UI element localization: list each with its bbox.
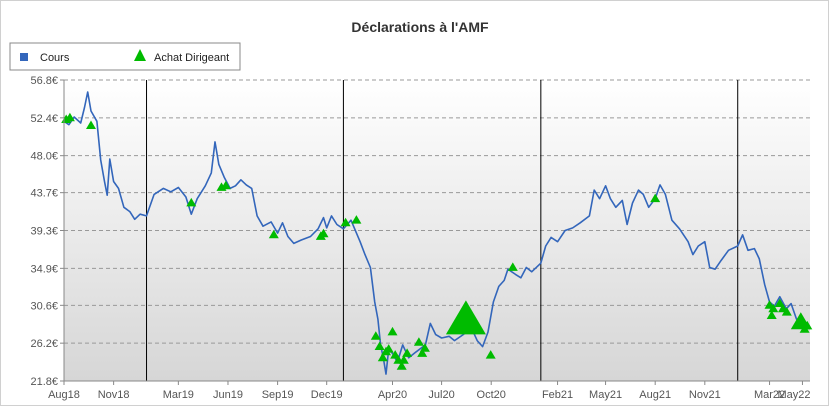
insider-buy-marker [396, 361, 407, 370]
y-tick-label: 39.3€ [30, 226, 58, 238]
x-tick-label: May22 [777, 389, 810, 401]
y-tick-label: 21.8€ [30, 376, 58, 388]
y-tick-label: 30.6€ [30, 300, 58, 312]
x-tick-label: Feb21 [542, 389, 573, 401]
insider-buy-marker [419, 343, 430, 352]
insider-buy-marker [370, 331, 381, 340]
insider-buy-marker [374, 341, 385, 350]
insider-buy-marker [318, 228, 329, 238]
insider-buy-marker [220, 180, 231, 190]
x-tick-label: Oct20 [477, 389, 506, 401]
y-tick-label: 43.7€ [30, 188, 58, 200]
insider-buy-marker [507, 262, 518, 271]
insider-buy-marker [768, 303, 779, 313]
insider-buy-marker [650, 193, 661, 203]
y-tick-label: 48.0€ [30, 151, 58, 163]
x-tick-label: Mar22 [754, 389, 785, 401]
y-tick-label: 56.8€ [30, 75, 58, 87]
insider-buy-marker [390, 350, 401, 359]
x-tick-label: May21 [589, 389, 622, 401]
legend: Cours Achat Dirigeant [9, 42, 241, 71]
legend-swatch-cours [20, 53, 28, 61]
insider-buy-marker [802, 320, 813, 330]
insider-buy-marker [186, 197, 197, 207]
x-tick-label: Nov21 [689, 389, 721, 401]
insider-buy-marker [351, 215, 362, 224]
x-tick-label: Mar19 [163, 389, 194, 401]
y-axis-ticks: 21.8€ 26.2€ 30.6€ 34.9€ 39.3€ 43.7€ 48.0€ 52.4€… [30, 75, 64, 388]
legend-label-cours: Cours [40, 52, 70, 64]
legend-box [9, 42, 241, 71]
insider-buy-marker [268, 229, 279, 239]
year-separators [146, 80, 739, 381]
insider-buy-marker [398, 355, 409, 364]
insider-buy-marker [485, 350, 496, 359]
insider-buy-marker [445, 300, 486, 335]
insider-buy-marker [340, 217, 351, 227]
insider-buy-marker [413, 337, 424, 346]
insider-buy-marker [766, 310, 777, 319]
x-tick-label: Dec19 [311, 389, 343, 401]
x-tick-label: Nov18 [98, 389, 130, 401]
x-tick-label: Aug21 [639, 389, 671, 401]
insider-buy-markers [61, 112, 813, 370]
insider-buy-marker [86, 120, 96, 129]
insider-buy-marker [417, 348, 428, 357]
insider-buy-marker [377, 352, 388, 362]
insider-buy-marker [387, 326, 398, 336]
insider-buy-marker [402, 348, 413, 357]
y-tick-label: 52.4€ [30, 113, 58, 125]
legend-label-achat-dirigeant: Achat Dirigeant [154, 52, 229, 64]
x-tick-label: Jul20 [428, 389, 454, 401]
insider-buy-marker [383, 344, 394, 353]
x-axis-ticks: Aug18 Nov18 Mar19 Jun19 Sep19 Dec19 Apr20 Jul20… [48, 381, 811, 401]
series-line-cours [63, 91, 810, 375]
price-series [63, 91, 810, 375]
x-tick-label: Sep19 [262, 389, 294, 401]
y-tick-label: 26.2€ [30, 338, 58, 350]
insider-buy-marker [774, 298, 785, 307]
insider-buy-marker [781, 307, 792, 316]
chart-title: Déclarations à l'AMF [351, 19, 489, 35]
grid-lines [64, 79, 810, 344]
x-tick-label: Aug18 [48, 389, 80, 401]
legend-swatch-achat-dirigeant [134, 49, 146, 61]
x-tick-label: Apr20 [378, 389, 407, 401]
x-tick-label: Jun19 [213, 389, 243, 401]
insider-buy-marker [64, 112, 75, 122]
y-tick-label: 34.9€ [30, 263, 58, 275]
